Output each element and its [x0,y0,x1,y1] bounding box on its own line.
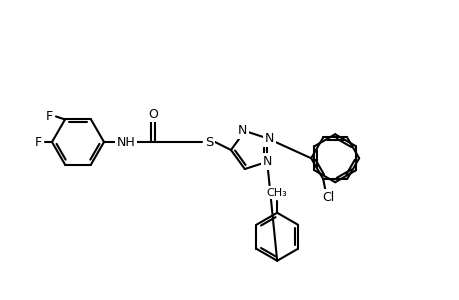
Text: N: N [264,132,273,145]
Text: O: O [148,107,157,121]
Text: S: S [204,136,213,148]
Text: Cl: Cl [321,190,334,203]
Text: N: N [262,155,271,168]
Text: NH: NH [117,136,135,148]
Text: F: F [45,110,52,123]
Text: F: F [34,136,41,148]
Text: CH₃: CH₃ [266,188,287,198]
Text: N: N [238,124,247,137]
